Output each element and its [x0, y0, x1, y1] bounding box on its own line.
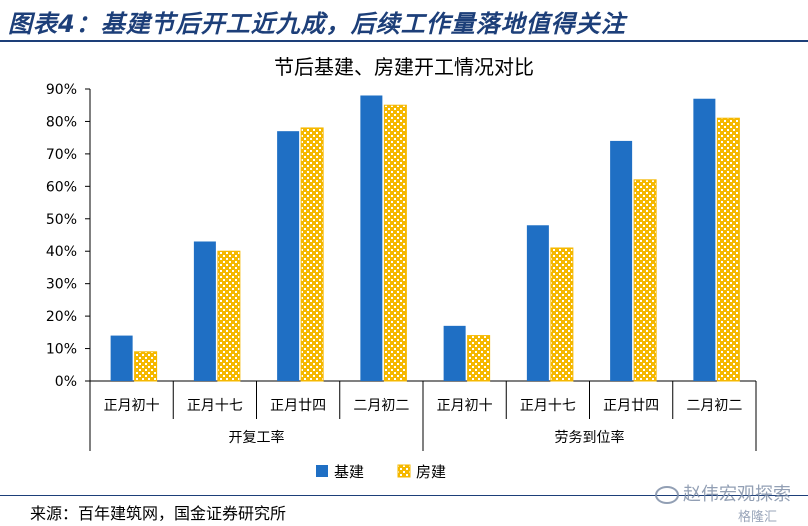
bar-jijian	[443, 325, 466, 381]
bar-jijian	[526, 225, 549, 381]
wechat-icon	[655, 486, 679, 504]
group-label: 开复工率	[229, 429, 285, 446]
bar-fangjian	[217, 250, 241, 382]
y-tick-label: 90%	[46, 82, 77, 98]
bar-fangjian	[467, 335, 491, 382]
header: 图表4：基建节后开工近九成，后续工作量落地值得关注	[0, 0, 808, 42]
header-title: 图表4：基建节后开工近九成，后续工作量落地值得关注	[8, 10, 626, 38]
group-label: 劳务到位率	[555, 429, 625, 446]
footer-rule	[0, 495, 808, 496]
bar-jijian	[193, 241, 216, 381]
x-tick-label: 正月初十	[104, 397, 160, 414]
x-tick-label: 正月十七	[520, 398, 576, 414]
x-tick-label: 正月初十	[437, 397, 493, 414]
y-tick-label: 10%	[46, 342, 77, 358]
watermark-text: 赵伟宏观探索	[683, 484, 791, 505]
bar-jijian	[110, 335, 133, 381]
bar-jijian	[360, 95, 383, 381]
legend-swatch-fangjian	[397, 464, 411, 478]
y-tick-label: 0%	[55, 374, 77, 390]
y-tick-label: 80%	[46, 114, 77, 130]
y-tick-label: 60%	[46, 179, 77, 195]
legend-label-jijian: 基建	[334, 463, 364, 481]
chart-title: 节后基建、房建开工情况对比	[274, 55, 534, 79]
bar-fangjian	[300, 127, 324, 382]
header-rule	[0, 40, 808, 42]
y-tick-label: 70%	[46, 147, 77, 163]
bar-fangjian	[383, 104, 407, 382]
legend-swatch-jijian	[316, 465, 328, 477]
bar-fangjian	[633, 179, 657, 382]
x-tick-label: 二月初二	[353, 397, 409, 414]
x-tick-label: 二月初二	[686, 397, 742, 414]
y-tick-label: 40%	[46, 244, 77, 260]
plot-area: 0% 10% 20% 30% 40% 50% 60% 70% 80% 90% 正月初十 正月十七 正月廿…	[46, 82, 757, 481]
watermark-sub: 格隆汇	[738, 510, 778, 525]
y-tick-label: 50%	[46, 212, 77, 228]
legend-label-fangjian: 房建	[416, 463, 446, 481]
bar-fangjian	[550, 247, 574, 382]
x-tick-label: 正月廿四	[603, 398, 659, 414]
bar-jijian	[693, 98, 716, 381]
watermark: 赵伟宏观探索	[655, 480, 791, 506]
bar-fangjian	[716, 117, 740, 382]
bar-chart: 节后基建、房建开工情况对比 0% 10% 20% 30% 40% 50% 60% 70% 80%…	[46, 55, 757, 481]
y-tick-label: 30%	[46, 277, 77, 293]
bar-jijian	[277, 131, 300, 381]
source-note: 来源：百年建筑网，国金证券研究所	[30, 504, 287, 523]
x-tick-label: 正月十七	[187, 398, 243, 414]
y-tick-label: 20%	[46, 309, 77, 325]
bar-jijian	[610, 140, 633, 381]
bar-fangjian	[134, 351, 158, 382]
x-tick-label: 正月廿四	[270, 398, 326, 414]
